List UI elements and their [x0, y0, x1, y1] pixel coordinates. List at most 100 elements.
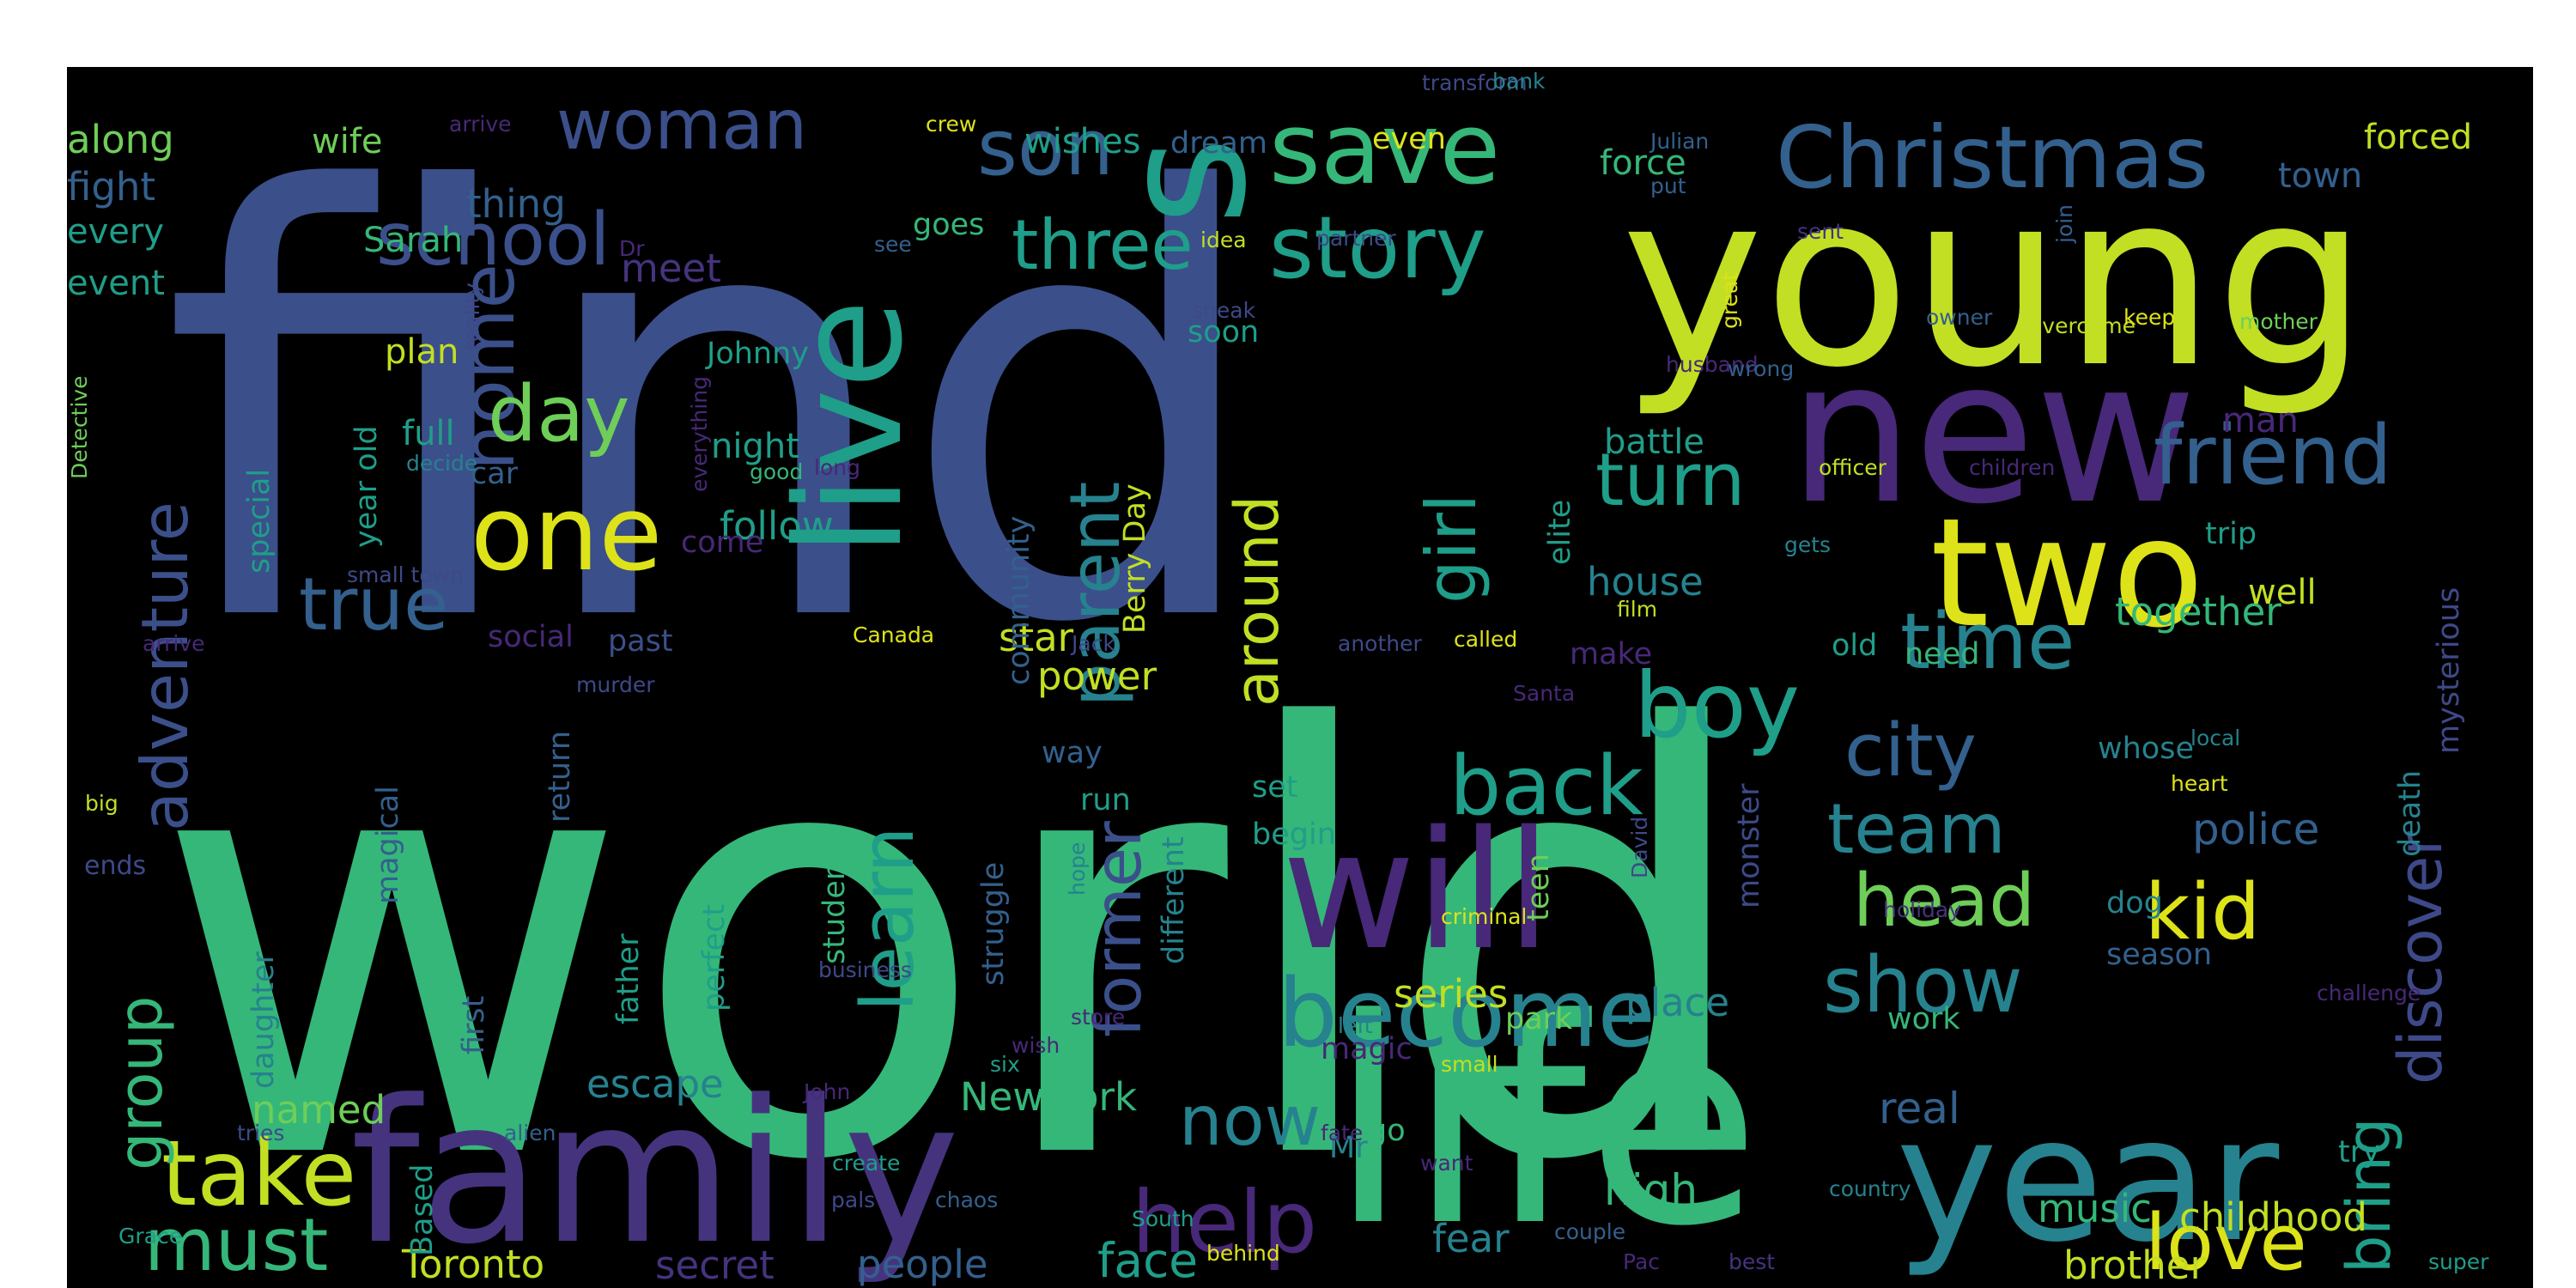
word-town: town	[2278, 156, 2362, 196]
word-need: need	[1905, 637, 1979, 671]
word-come: come	[681, 526, 763, 560]
word-forced: forced	[2364, 118, 2472, 157]
word-elite: elite	[1543, 500, 1577, 565]
word-wrong: wrong	[1728, 356, 1794, 381]
word-love: love	[2145, 1198, 2307, 1288]
word-monster: monster	[1732, 783, 1766, 908]
word-bring: bring	[2334, 1118, 2404, 1273]
word-two: two	[1930, 487, 2204, 661]
word-social: social	[488, 620, 574, 654]
word-super: super	[2428, 1249, 2489, 1274]
word-couple: couple	[1554, 1219, 1625, 1244]
word-jack: Jack	[1070, 631, 1115, 656]
word-wish: wish	[1012, 1033, 1060, 1058]
word-alien: alien	[504, 1121, 556, 1145]
word-now: now	[1179, 1081, 1321, 1161]
word-along: along	[67, 117, 174, 162]
word-trip: trip	[2205, 517, 2257, 551]
word-behind: behind	[1206, 1241, 1280, 1266]
word-children: children	[1969, 455, 2055, 480]
word-put: put	[1650, 173, 1686, 198]
word-brother: brother	[2063, 1242, 2206, 1288]
word-mysterious: mysterious	[2432, 587, 2466, 754]
word-learn: learn	[846, 827, 931, 1012]
word-friend: friend	[2154, 409, 2392, 503]
word-death: death	[2393, 770, 2427, 857]
word-great: great	[1717, 272, 1742, 329]
word-six: six	[990, 1052, 1020, 1077]
word-sarah: Sarah	[363, 221, 463, 260]
word-idea: idea	[1200, 228, 1247, 252]
word-girl: girl	[1412, 494, 1492, 604]
word-follow: follow	[720, 503, 834, 549]
word-called: called	[1454, 627, 1517, 652]
word-real: real	[1879, 1084, 1960, 1133]
word-new: new	[1789, 319, 2196, 548]
word-find: find	[161, 71, 1270, 750]
word-small-town: small town	[347, 562, 464, 587]
word-parent: parent	[1055, 482, 1135, 707]
word-different: different	[1157, 836, 1191, 964]
word-boy: boy	[1634, 653, 1800, 758]
word-daughter: daughter	[246, 951, 281, 1089]
word-take: take	[161, 1121, 356, 1226]
word-together: together	[2115, 589, 2281, 635]
word-decide: decide	[406, 451, 477, 476]
word-holiday: holiday	[1883, 897, 1961, 922]
word-wife: wife	[312, 122, 383, 161]
word-mr: Mr	[1329, 1131, 1368, 1165]
word-berry-day: Berry Day	[1118, 483, 1152, 634]
word-will: will	[1282, 796, 1552, 986]
word-battle: battle	[1604, 422, 1704, 462]
word-back: back	[1449, 739, 1643, 834]
word-old: old	[1832, 629, 1877, 663]
word-run: run	[1080, 783, 1131, 817]
word-team: team	[1827, 789, 2006, 869]
word-arrive: arrive	[143, 631, 205, 656]
word-time: time	[1900, 597, 2075, 687]
word-teen: teen	[1522, 854, 1556, 921]
word-power: power	[1037, 653, 1157, 699]
word-car: car	[471, 457, 519, 491]
word-home: home	[447, 264, 532, 471]
word-crew: crew	[926, 112, 976, 137]
word-christmas: Christmas	[1776, 107, 2208, 208]
word-turn: turn	[1595, 438, 1746, 523]
word-live: live	[765, 299, 935, 556]
word-one: one	[471, 475, 662, 594]
word-full: full	[402, 414, 455, 453]
word-business: business	[818, 957, 912, 982]
word-cloud: world find young life family new will year two li…	[67, 67, 2533, 1288]
word-special: special	[242, 469, 276, 574]
word-son: son	[977, 103, 1114, 193]
word-three: three	[1012, 205, 1194, 285]
word-star: star	[999, 615, 1074, 660]
word-true: true	[299, 562, 448, 647]
word-make: make	[1570, 637, 1652, 671]
word-face: face	[1097, 1233, 1198, 1288]
word-detective: Detective	[67, 376, 92, 479]
word-best: best	[1728, 1249, 1775, 1274]
word-s: s	[1084, 137, 1285, 226]
word-good: good	[750, 459, 803, 484]
word-help: help	[1132, 1172, 1317, 1273]
word-overcome: overcome	[2029, 313, 2136, 338]
word-challenge: challenge	[2317, 981, 2421, 1005]
word-husband: husband	[1666, 352, 1759, 377]
word-struggle: struggle	[976, 862, 1011, 986]
word-first: first	[457, 996, 491, 1054]
word-local: local	[2190, 726, 2240, 750]
word-try: try	[2338, 1135, 2380, 1170]
word-santa: Santa	[1513, 681, 1575, 706]
word-woman: woman	[556, 85, 807, 165]
word-david: David	[1627, 817, 1652, 878]
word-world: world	[153, 609, 1760, 1288]
word-plan: plan	[385, 332, 459, 372]
word-sneak: sneak	[1192, 298, 1256, 323]
word-father: father	[611, 933, 646, 1024]
word-dog: dog	[2106, 886, 2163, 920]
word-park: park	[1505, 1002, 1573, 1036]
word-former: former	[1080, 821, 1156, 1037]
word-left: left	[1338, 1013, 1373, 1038]
